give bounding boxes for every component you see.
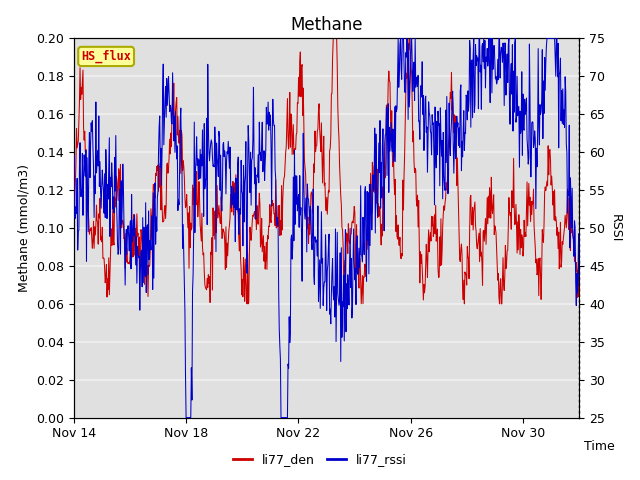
Legend: li77_den, li77_rssi: li77_den, li77_rssi bbox=[228, 448, 412, 471]
Y-axis label: Methane (mmol/m3): Methane (mmol/m3) bbox=[17, 164, 30, 292]
X-axis label: Time: Time bbox=[584, 440, 615, 453]
Title: Methane: Methane bbox=[290, 16, 363, 34]
Y-axis label: RSSI: RSSI bbox=[609, 214, 621, 242]
Text: HS_flux: HS_flux bbox=[81, 50, 131, 63]
